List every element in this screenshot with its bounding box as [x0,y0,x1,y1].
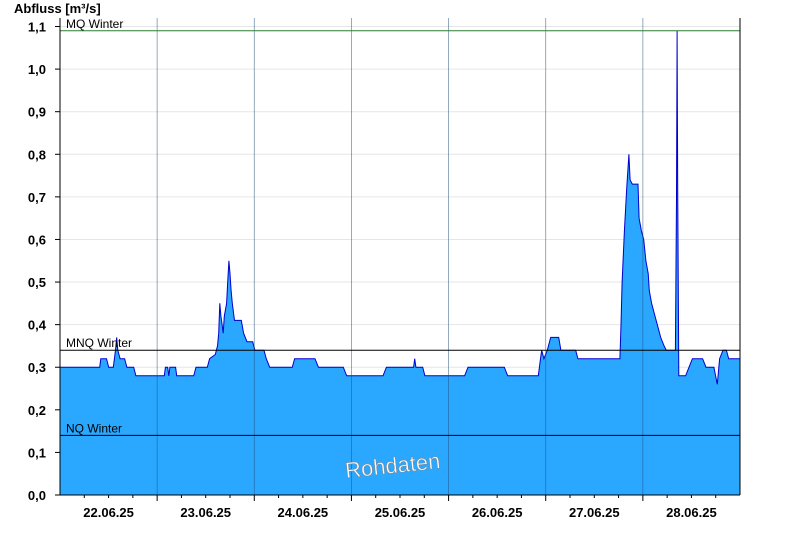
x-tick-label: 23.06.25 [180,505,231,520]
axes: 0,0 0,1 0,2 0,3 0,4 0,5 0,6 0,7 0,8 0,9 1,0 1,1 22.0… [28,18,741,520]
reference-line-label: NQ Winter [66,421,122,435]
y-tick-label: 0,7 [28,190,46,205]
x-tick-label: 26.06.25 [472,505,523,520]
y-tick-label: 0,1 [28,445,46,460]
y-tick-label: 0,0 [28,488,46,503]
y-tick-label: 1,0 [28,62,46,77]
reference-lines: MQ Winter MNQ Winter NQ Winter [60,17,740,436]
x-tick-label: 24.06.25 [278,505,329,520]
y-tick-label: 1,1 [28,20,46,35]
reference-line-label: MQ Winter [66,17,123,31]
y-tick-label: 0,4 [28,318,47,333]
y-tick-label: 0,3 [28,360,46,375]
y-tick-label: 0,8 [28,147,46,162]
x-tick-label: 28.06.25 [666,505,717,520]
y-tick-label: 0,6 [28,232,46,247]
x-tick-label: 27.06.25 [569,505,620,520]
y-tick-label: 0,2 [28,403,46,418]
y-tick-label: 0,5 [28,275,46,290]
area-layer [60,30,740,496]
y-axis-title: Abfluss [m³/s] [14,1,101,16]
reference-line-label: MNQ Winter [66,336,132,350]
x-tick-label: 22.06.25 [83,505,134,520]
y-tick-label: 0,9 [28,105,46,120]
day-separators [156,18,644,495]
x-tick-label: 25.06.25 [375,505,426,520]
discharge-area [60,30,740,496]
discharge-line [60,30,740,385]
